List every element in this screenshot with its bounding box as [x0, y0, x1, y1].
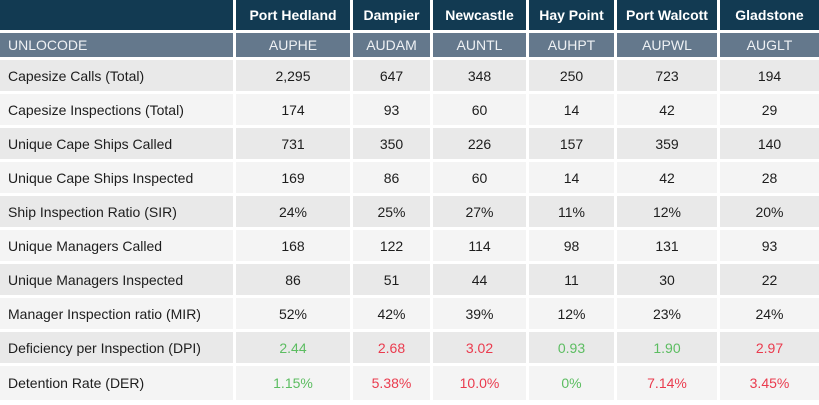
table-cell: 157: [529, 128, 614, 159]
table-cell: 140: [720, 128, 819, 159]
table-cell: 28: [720, 162, 819, 193]
row-label-deficiency-per-inspection-dpi: Deficiency per Inspection (DPI): [0, 332, 233, 363]
row-label-unique-cape-ships-called: Unique Cape Ships Called: [0, 128, 233, 159]
table-cell: 250: [529, 60, 614, 91]
row-label-ship-inspection-ratio-sir: Ship Inspection Ratio (SIR): [0, 196, 233, 227]
table-cell: 226: [433, 128, 526, 159]
table-cell: 2.97: [720, 332, 819, 363]
table-cell: 2.68: [353, 332, 430, 363]
table-cell: 168: [236, 230, 350, 261]
table-cell: 23%: [617, 298, 717, 329]
table-cell: 3.02: [433, 332, 526, 363]
table-cell: 647: [353, 60, 430, 91]
table-cell: 5.38%: [353, 366, 430, 400]
table-cell: 11: [529, 264, 614, 295]
row-label-manager-inspection-ratio-mir: Manager Inspection ratio (MIR): [0, 298, 233, 329]
table-cell: 14: [529, 162, 614, 193]
column-header-port-walcott: Port Walcott: [617, 0, 717, 30]
table-cell: 723: [617, 60, 717, 91]
table-cell: 30: [617, 264, 717, 295]
unlocode-aupwl: AUPWL: [617, 33, 717, 57]
table-cell: 98: [529, 230, 614, 261]
row-label-detention-rate-der: Detention Rate (DER): [0, 366, 233, 400]
table-cell: 60: [433, 162, 526, 193]
table-cell: 52%: [236, 298, 350, 329]
table-cell: 12%: [617, 196, 717, 227]
table-cell: 174: [236, 94, 350, 125]
table-cell: 39%: [433, 298, 526, 329]
table-cell: 93: [720, 230, 819, 261]
table-cell: 122: [353, 230, 430, 261]
column-header-blank: [0, 0, 233, 30]
row-label-capesize-inspections-total: Capesize Inspections (Total): [0, 94, 233, 125]
unlocode-auhpt: AUHPT: [529, 33, 614, 57]
column-header-hay-point: Hay Point: [529, 0, 614, 30]
table-cell: 2.44: [236, 332, 350, 363]
table-cell: 44: [433, 264, 526, 295]
column-header-gladstone: Gladstone: [720, 0, 819, 30]
table-cell: 1.90: [617, 332, 717, 363]
unlocode-auglt: AUGLT: [720, 33, 819, 57]
unlocode-audam: AUDAM: [353, 33, 430, 57]
table-cell: 359: [617, 128, 717, 159]
table-cell: 86: [236, 264, 350, 295]
unlocode-row-label: UNLOCODE: [0, 33, 233, 57]
table-cell: 0%: [529, 366, 614, 400]
table-cell: 11%: [529, 196, 614, 227]
unlocode-auphe: AUPHE: [236, 33, 350, 57]
table-cell: 25%: [353, 196, 430, 227]
table-cell: 7.14%: [617, 366, 717, 400]
column-header-port-hedland: Port Hedland: [236, 0, 350, 30]
table-cell: 20%: [720, 196, 819, 227]
table-cell: 2,295: [236, 60, 350, 91]
table-cell: 42: [617, 94, 717, 125]
table-cell: 24%: [236, 196, 350, 227]
row-label-unique-cape-ships-inspected: Unique Cape Ships Inspected: [0, 162, 233, 193]
unlocode-auntl: AUNTL: [433, 33, 526, 57]
table-cell: 350: [353, 128, 430, 159]
table-cell: 24%: [720, 298, 819, 329]
table-cell: 86: [353, 162, 430, 193]
table-cell: 42: [617, 162, 717, 193]
table-cell: 51: [353, 264, 430, 295]
table-cell: 194: [720, 60, 819, 91]
row-label-unique-managers-called: Unique Managers Called: [0, 230, 233, 261]
table-cell: 93: [353, 94, 430, 125]
table-cell: 14: [529, 94, 614, 125]
table-cell: 3.45%: [720, 366, 819, 400]
table-cell: 114: [433, 230, 526, 261]
column-header-dampier: Dampier: [353, 0, 430, 30]
table-cell: 348: [433, 60, 526, 91]
row-label-unique-managers-inspected: Unique Managers Inspected: [0, 264, 233, 295]
table-cell: 169: [236, 162, 350, 193]
table-cell: 60: [433, 94, 526, 125]
table-cell: 131: [617, 230, 717, 261]
table-cell: 12%: [529, 298, 614, 329]
table-cell: 22: [720, 264, 819, 295]
table-cell: 1.15%: [236, 366, 350, 400]
table-cell: 10.0%: [433, 366, 526, 400]
table-cell: 0.93: [529, 332, 614, 363]
table-cell: 29: [720, 94, 819, 125]
row-label-capesize-calls-total: Capesize Calls (Total): [0, 60, 233, 91]
table-cell: 42%: [353, 298, 430, 329]
table-cell: 27%: [433, 196, 526, 227]
column-header-newcastle: Newcastle: [433, 0, 526, 30]
table-cell: 731: [236, 128, 350, 159]
